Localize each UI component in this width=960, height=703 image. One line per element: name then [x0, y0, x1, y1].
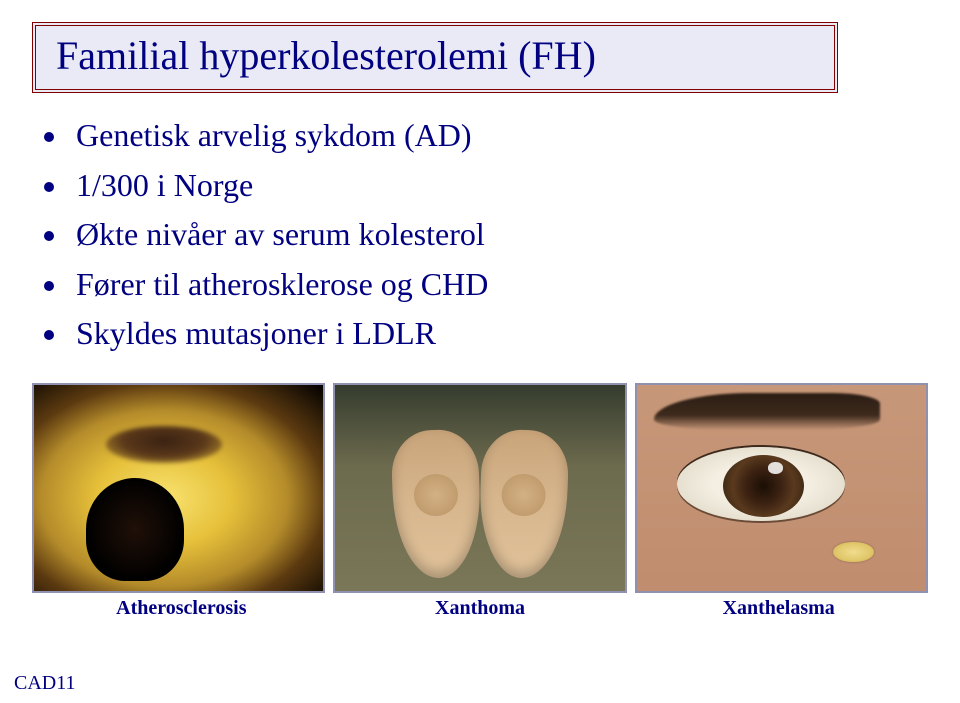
image-atherosclerosis — [32, 383, 325, 593]
iris-shape-icon — [723, 455, 804, 517]
image-xanthelasma — [635, 383, 928, 593]
captions-row: Atherosclerosis Xanthoma Xanthelasma — [32, 597, 928, 620]
images-row — [32, 383, 928, 593]
bullet-item: Genetisk arvelig sykdom (AD) — [70, 111, 928, 161]
brow-shape-icon — [654, 393, 880, 430]
footer-code: CAD11 — [14, 672, 75, 695]
bullet-item: Fører til atherosklerose og CHD — [70, 260, 928, 310]
bullet-item: 1/300 i Norge — [70, 161, 928, 211]
caption-xanthelasma: Xanthelasma — [629, 597, 928, 620]
slide: Familial hyperkolesterolemi (FH) Genetis… — [0, 0, 960, 703]
heel-shape-icon — [477, 429, 569, 580]
bullet-list: Genetisk arvelig sykdom (AD) 1/300 i Nor… — [70, 111, 928, 359]
bullet-item: Økte nivåer av serum kolesterol — [70, 210, 928, 260]
slide-title: Familial hyperkolesterolemi (FH) — [56, 32, 814, 79]
xanthelasma-spot-icon — [833, 542, 874, 563]
bullet-item: Skyldes mutasjoner i LDLR — [70, 309, 928, 359]
image-xanthoma — [333, 383, 626, 593]
caption-athero: Atherosclerosis — [32, 597, 331, 620]
heel-shape-icon — [391, 429, 483, 580]
title-box: Familial hyperkolesterolemi (FH) — [32, 22, 838, 93]
caption-xanthoma: Xanthoma — [331, 597, 630, 620]
